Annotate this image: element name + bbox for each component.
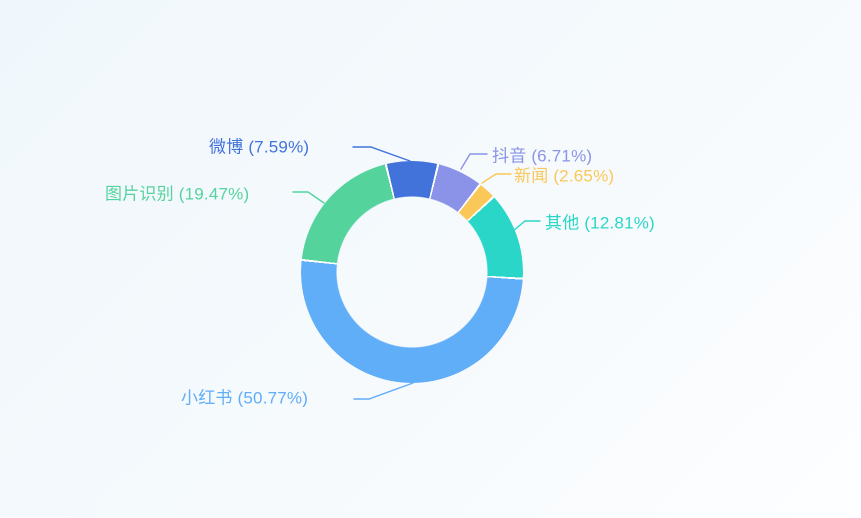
label-line-xiaohongshu — [353, 382, 414, 400]
label-line-image-recognition — [292, 191, 325, 204]
slice-label-image-recognition: 图片识别 (19.47%) — [105, 184, 250, 204]
slice-label-weibo: 微博 (7.59%) — [209, 137, 310, 157]
label-line-other — [512, 220, 541, 232]
slice-label-news: 新闻 (2.65%) — [514, 166, 615, 186]
slice-label-douyin: 抖音 (6.71%) — [492, 146, 593, 166]
label-line-news — [481, 173, 512, 184]
slice-label-xiaohongshu: 小红书 (50.77%) — [181, 388, 309, 408]
slice-label-other: 其他 (12.81%) — [545, 213, 655, 233]
label-line-douyin — [460, 153, 488, 170]
donut-pie-chart[interactable] — [301, 161, 523, 383]
label-line-weibo — [352, 146, 411, 162]
